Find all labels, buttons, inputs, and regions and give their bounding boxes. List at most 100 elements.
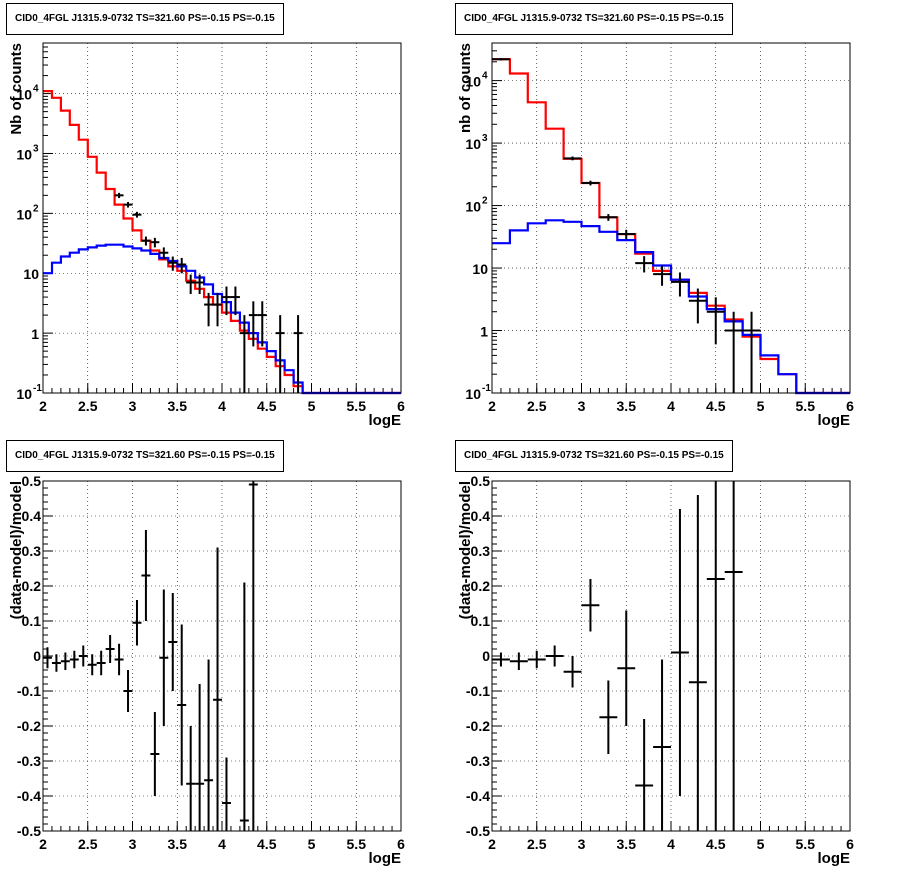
y-axis-label: (data-model)/model bbox=[8, 481, 25, 619]
y-tick-label: -0.1 bbox=[466, 683, 490, 699]
x-tick-label: 6 bbox=[846, 398, 854, 414]
data-point bbox=[186, 726, 196, 831]
x-tick-label: 5.5 bbox=[347, 836, 367, 852]
y-tick-label: 0.2 bbox=[22, 578, 42, 594]
y-tick-label: -0.5 bbox=[17, 823, 41, 839]
x-tick-label: 2 bbox=[488, 398, 496, 414]
data-point bbox=[688, 288, 707, 324]
data-point bbox=[653, 265, 671, 286]
data-point bbox=[248, 301, 258, 347]
data-point bbox=[60, 652, 70, 670]
data-point bbox=[742, 311, 761, 393]
y-tick-label: 0.5 bbox=[471, 473, 491, 489]
data-point bbox=[159, 247, 169, 260]
plot-frame bbox=[42, 42, 402, 394]
x-tick-label: 5 bbox=[308, 836, 316, 852]
x-tick-label: 6 bbox=[846, 836, 854, 852]
y-tick-exponent: 4 bbox=[33, 84, 39, 95]
y-tick-label: 10 bbox=[16, 87, 32, 103]
data-point bbox=[114, 643, 124, 676]
y-tick-exponent: 2 bbox=[482, 196, 488, 207]
x-tick-label: 2.5 bbox=[527, 398, 547, 414]
x-tick-label: 2.5 bbox=[78, 836, 98, 852]
data-point bbox=[599, 214, 618, 221]
y-tick-label: -0.4 bbox=[17, 788, 41, 804]
data-point bbox=[688, 495, 707, 831]
data-point bbox=[293, 315, 303, 393]
pad-title-1: CID0_4FGL J1315.9-0732 TS=321.60 PS=-0.1… bbox=[6, 3, 284, 35]
data-point bbox=[671, 509, 689, 796]
x-tick-label: 3 bbox=[578, 836, 586, 852]
x-tick-label: 2.5 bbox=[78, 398, 98, 414]
x-tick-label: 5.5 bbox=[347, 398, 367, 414]
y-tick-label: -0.4 bbox=[466, 788, 490, 804]
data-point bbox=[195, 274, 205, 295]
data-point bbox=[168, 593, 178, 691]
y-tick-label: -0.2 bbox=[466, 718, 490, 734]
x-tick-label: 3 bbox=[129, 836, 137, 852]
data-point bbox=[724, 311, 743, 393]
y-tick-exponent: 3 bbox=[33, 143, 39, 154]
x-tick-label: 6 bbox=[397, 836, 405, 852]
y-tick-label: 0.1 bbox=[471, 613, 491, 629]
y-tick-label: -0.3 bbox=[17, 753, 41, 769]
data-point bbox=[617, 610, 636, 726]
y-tick-label: 10 bbox=[465, 386, 481, 402]
data-point bbox=[213, 547, 222, 831]
data-point bbox=[114, 192, 124, 199]
data-point bbox=[123, 670, 133, 712]
x-tick-label: 4.5 bbox=[257, 836, 277, 852]
data-point bbox=[51, 654, 61, 672]
data-point bbox=[248, 481, 258, 831]
x-tick-label: 3 bbox=[578, 398, 586, 414]
plot-frame bbox=[491, 42, 851, 394]
data-point bbox=[204, 292, 214, 327]
y-tick-label: -0.2 bbox=[17, 718, 41, 734]
y-tick-exponent: 4 bbox=[482, 71, 488, 82]
data-point bbox=[492, 58, 510, 61]
data-point bbox=[141, 236, 151, 246]
data-point bbox=[96, 650, 106, 676]
data-point bbox=[177, 624, 187, 786]
data-point bbox=[78, 645, 88, 667]
data-point bbox=[123, 201, 133, 208]
y-tick-label: 0.4 bbox=[22, 508, 42, 524]
x-tick-label: 6 bbox=[397, 398, 405, 414]
data-point bbox=[132, 211, 142, 218]
x-tick-label: 2 bbox=[488, 836, 496, 852]
y-tick-label: 0 bbox=[33, 648, 41, 664]
data-point bbox=[69, 650, 79, 669]
data-point bbox=[150, 712, 160, 796]
data-point bbox=[563, 156, 582, 161]
y-tick-label: 0.5 bbox=[22, 473, 42, 489]
y-tick-label: 10 bbox=[465, 199, 481, 215]
y-tick-label: 10 bbox=[23, 266, 39, 282]
data-point bbox=[653, 659, 671, 831]
data-point bbox=[213, 292, 222, 327]
y-tick-label: 10 bbox=[16, 146, 32, 162]
data-point bbox=[204, 659, 214, 831]
histogram-series-1 bbox=[492, 58, 850, 395]
data-point bbox=[492, 652, 510, 667]
y-tick-label: -0.1 bbox=[17, 683, 41, 699]
data-point bbox=[159, 589, 169, 726]
x-tick-label: 3 bbox=[129, 398, 137, 414]
data-point bbox=[724, 481, 743, 831]
y-axis-label: Nb of counts bbox=[8, 43, 25, 135]
x-tick-label: 2 bbox=[39, 836, 47, 852]
y-tick-label: 0 bbox=[482, 648, 490, 664]
x-tick-label: 4 bbox=[218, 398, 226, 414]
data-point bbox=[671, 272, 689, 297]
data-point bbox=[222, 757, 231, 831]
plot-frame bbox=[491, 480, 851, 832]
histogram-series-2 bbox=[492, 219, 850, 395]
y-tick-exponent: -1 bbox=[33, 383, 42, 394]
data-point bbox=[150, 237, 160, 248]
data-point bbox=[509, 652, 528, 670]
plot-3: 2 2.5 3 3.5 4 4.5 5 5.5 6 -0.5 -0.4 -0.3 -0.2 -0.1 0 0.… bbox=[8, 473, 405, 867]
y-tick-label: -0.3 bbox=[466, 753, 490, 769]
data-point bbox=[581, 579, 600, 632]
data-point bbox=[43, 647, 52, 669]
